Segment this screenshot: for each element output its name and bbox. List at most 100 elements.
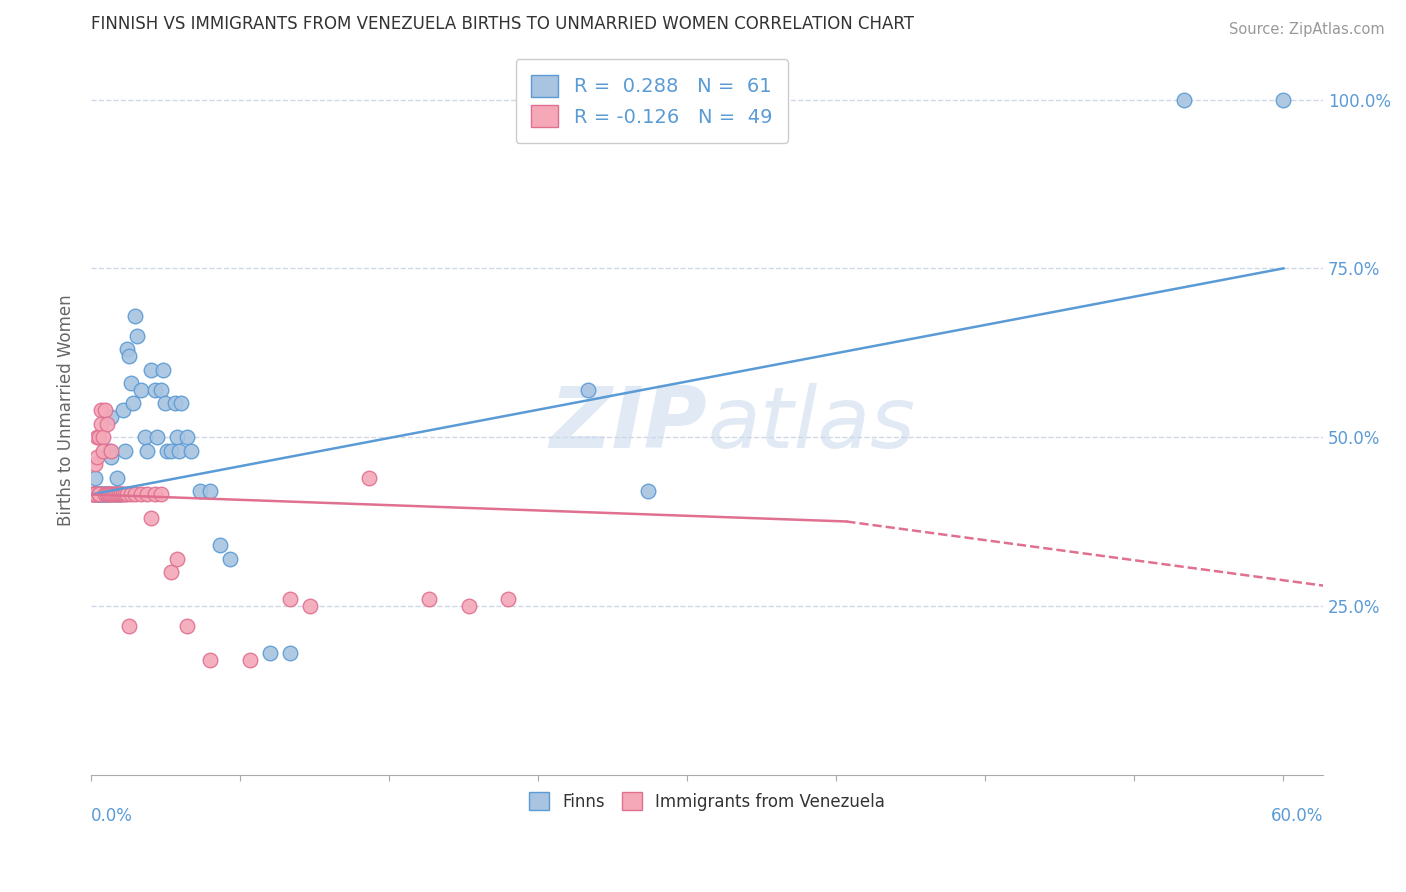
Point	[418, 592, 440, 607]
Point	[169, 396, 191, 410]
Text: FINNISH VS IMMIGRANTS FROM VENEZUELA BIRTHS TO UNMARRIED WOMEN CORRELATION CHART: FINNISH VS IMMIGRANTS FROM VENEZUELA BIR…	[91, 15, 914, 33]
Point	[200, 653, 222, 667]
Point	[219, 551, 242, 566]
Point	[118, 349, 141, 363]
Point	[139, 511, 162, 525]
Point	[278, 646, 301, 660]
Point	[98, 443, 121, 458]
Point	[96, 417, 118, 431]
Point	[91, 430, 114, 444]
Point	[576, 383, 599, 397]
Point	[278, 592, 301, 607]
Text: ZIP: ZIP	[550, 384, 707, 467]
Point	[90, 487, 112, 501]
Text: 0.0%: 0.0%	[91, 807, 134, 825]
Point	[139, 362, 162, 376]
Point	[498, 592, 520, 607]
Point	[94, 487, 117, 501]
Text: Source: ZipAtlas.com: Source: ZipAtlas.com	[1229, 22, 1385, 37]
Point	[90, 487, 112, 501]
Point	[135, 487, 157, 501]
Point	[84, 457, 107, 471]
Point	[105, 487, 128, 501]
Point	[91, 443, 114, 458]
Point	[104, 487, 127, 501]
Point	[105, 487, 128, 501]
Point	[86, 450, 108, 465]
Point	[129, 487, 152, 501]
Point	[145, 430, 167, 444]
Point	[120, 487, 142, 501]
Point	[179, 443, 201, 458]
Point	[101, 487, 124, 501]
Point	[86, 487, 108, 501]
Point	[91, 487, 114, 501]
Point	[101, 487, 124, 501]
Point	[1173, 93, 1195, 107]
Point	[111, 403, 134, 417]
Point	[111, 487, 134, 501]
Point	[100, 487, 122, 501]
Point	[1272, 93, 1295, 107]
Point	[134, 430, 156, 444]
Point	[105, 470, 128, 484]
Point	[98, 487, 121, 501]
Point	[149, 383, 172, 397]
Point	[90, 403, 112, 417]
Point	[108, 487, 131, 501]
Point	[87, 487, 110, 501]
Point	[637, 484, 659, 499]
Point	[108, 487, 131, 501]
Point	[124, 309, 146, 323]
Point	[359, 470, 381, 484]
Point	[115, 487, 138, 501]
Point	[118, 619, 141, 633]
Y-axis label: Births to Unmarried Women: Births to Unmarried Women	[58, 294, 75, 526]
Point	[96, 487, 118, 501]
Point	[91, 487, 114, 501]
Point	[100, 443, 122, 458]
Point	[86, 487, 108, 501]
Point	[87, 487, 110, 501]
Point	[122, 396, 145, 410]
Point	[94, 403, 117, 417]
Point	[176, 430, 198, 444]
Point	[156, 443, 179, 458]
Point	[84, 470, 107, 484]
Point	[96, 487, 118, 501]
Point	[87, 487, 110, 501]
Point	[87, 430, 110, 444]
Point	[84, 487, 107, 501]
Point	[153, 396, 176, 410]
Point	[129, 383, 152, 397]
Point	[82, 487, 104, 501]
Point	[94, 487, 117, 501]
Point	[84, 487, 107, 501]
Point	[159, 443, 181, 458]
Point	[457, 599, 479, 613]
Point	[86, 430, 108, 444]
Point	[100, 409, 122, 424]
Point	[163, 396, 186, 410]
Point	[82, 487, 104, 501]
Point	[125, 329, 148, 343]
Point	[100, 450, 122, 465]
Point	[110, 487, 132, 501]
Point	[114, 487, 136, 501]
Point	[82, 487, 104, 501]
Point	[120, 376, 142, 391]
Point	[298, 599, 321, 613]
Point	[149, 487, 172, 501]
Point	[135, 443, 157, 458]
Point	[115, 343, 138, 357]
Point	[87, 487, 110, 501]
Point	[90, 417, 112, 431]
Point	[166, 430, 188, 444]
Point	[159, 565, 181, 579]
Point	[167, 443, 190, 458]
Point	[259, 646, 281, 660]
Point	[190, 484, 212, 499]
Point	[84, 487, 107, 501]
Point	[209, 538, 232, 552]
Point	[239, 653, 262, 667]
